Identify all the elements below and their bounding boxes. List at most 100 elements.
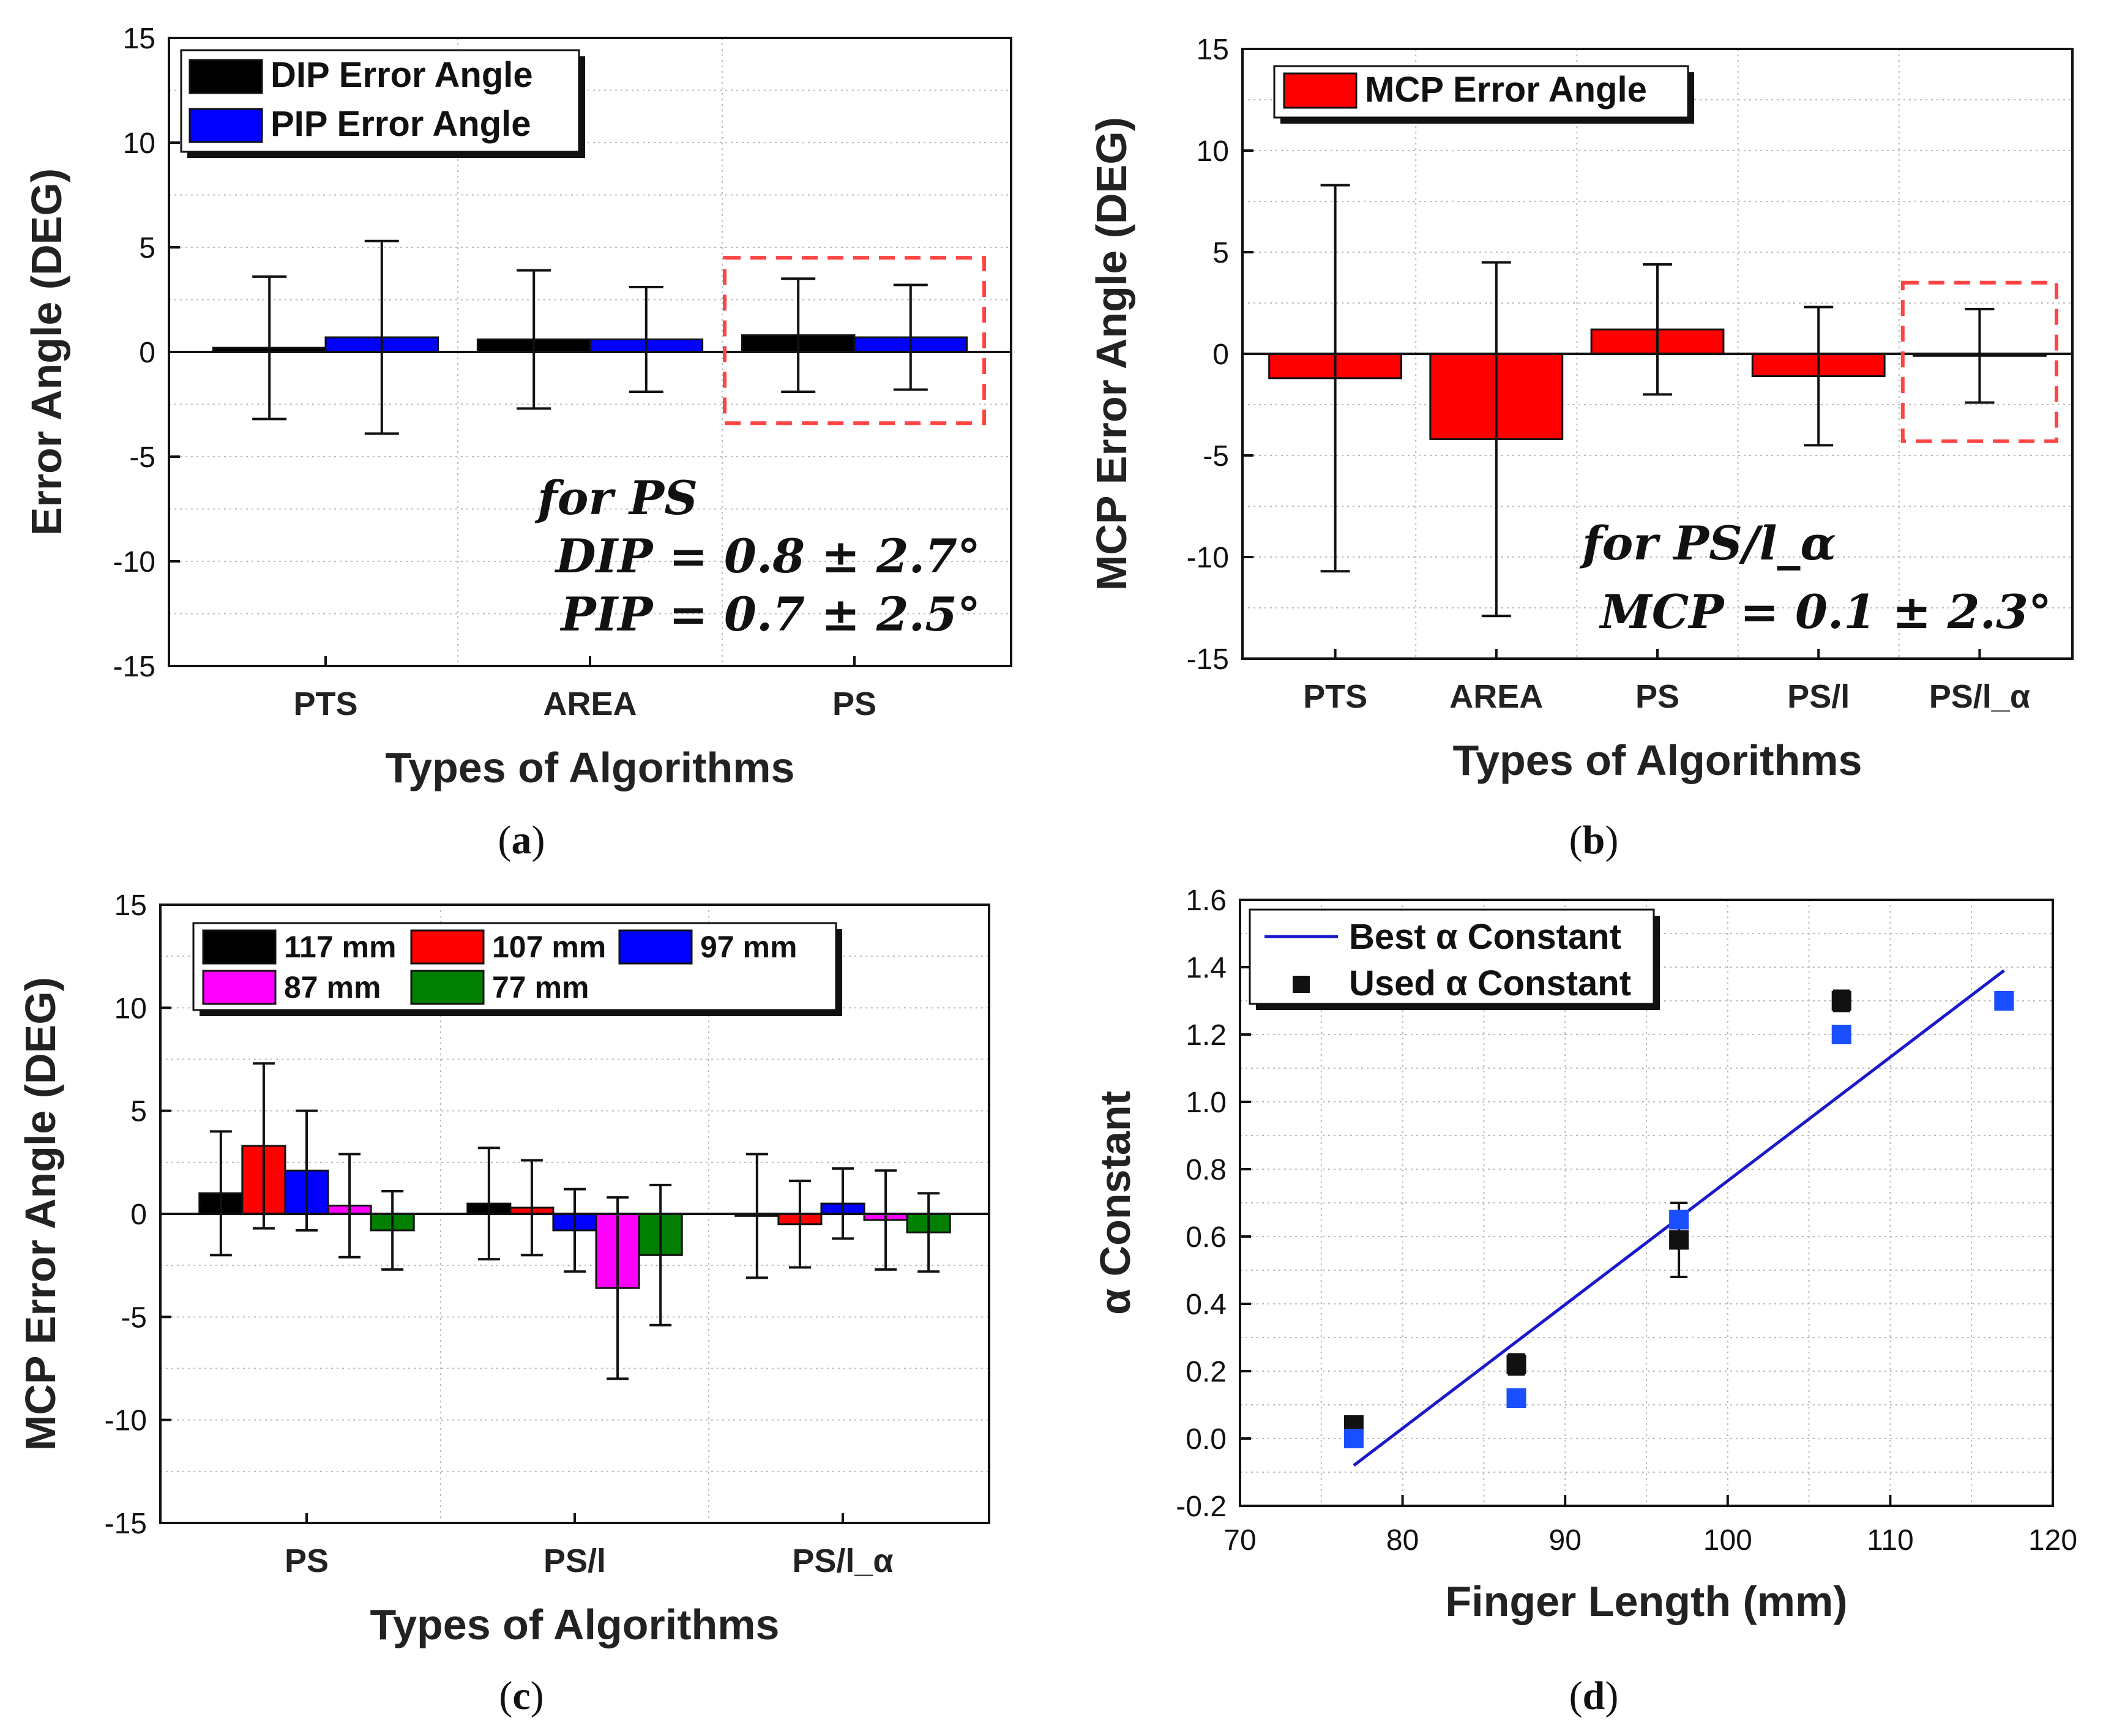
panel-label-paren-open: (: [1569, 818, 1583, 862]
panel-d-label: (d): [1569, 1674, 1619, 1718]
panel-label-paren-open: (: [498, 818, 512, 862]
panel-b-y-tick-label: 10: [1197, 135, 1229, 168]
panel-d-x-tick-label: 80: [1386, 1524, 1419, 1557]
panel-a-y-tick-label: 5: [139, 232, 155, 264]
panel-label-paren-close: ): [1605, 818, 1618, 862]
panel-a-x-axis-title: Types of Algorithms: [386, 744, 795, 791]
panel-label-letter: d: [1583, 1674, 1605, 1718]
panel-d-best-point: [1506, 1388, 1526, 1408]
panel-d-best-point: [1669, 1210, 1689, 1230]
panel-b-y-tick-label: 15: [1197, 34, 1229, 66]
panel-d-legend-label-used: Used α Constant: [1349, 963, 1631, 1003]
panel-d-y-tick-label: 0.8: [1186, 1154, 1227, 1186]
panel-a-legend-swatch-pip-error-angle: [189, 108, 263, 143]
panel-c-legend-swatch-77-mm: [410, 970, 485, 1005]
panel-label-letter: b: [1583, 818, 1605, 862]
panel-a-annotation-dip: DIP = 0.8 ± 2.7°: [555, 529, 981, 583]
panel-label-paren-close: ): [532, 818, 545, 862]
panel-label-paren-close: ): [1605, 1674, 1618, 1718]
panel-d-y-tick-label: -0.2: [1176, 1491, 1227, 1523]
panel-d-y-tick-label: 0.4: [1186, 1289, 1227, 1321]
panel-d-x-tick-label: 90: [1549, 1524, 1582, 1557]
panel-c-legend-swatch-97-mm: [618, 929, 693, 965]
panel-d-used-point: [1506, 1355, 1526, 1374]
panel-b-x-tick-label: PS: [1635, 678, 1679, 715]
panel-a-label: (a): [498, 818, 545, 862]
panel-a-annotation-title: for PS: [534, 471, 698, 525]
panel-b-highlight-box: [1900, 280, 2059, 443]
panel-c-y-tick-label: -10: [105, 1405, 147, 1437]
panel-d-y-tick-label: 1.0: [1186, 1087, 1227, 1119]
panel-d-y-tick-label: 1.2: [1186, 1019, 1227, 1052]
panel-c-legend-label-97-mm: 97 mm: [700, 930, 797, 964]
panel-b-legend-swatch-mcp-error-angle: [1283, 72, 1358, 109]
panel-c-legend-swatch-107-mm: [410, 929, 485, 965]
panel-c-y-tick-label: 0: [130, 1199, 147, 1231]
panel-label-paren-open: (: [499, 1674, 512, 1718]
panel-a-legend-label-dip-error-angle: DIP Error Angle: [271, 55, 533, 95]
panel-a-y-axis-title: Error Angle (DEG): [23, 168, 70, 536]
panel-b-legend-label-mcp-error-angle: MCP Error Angle: [1365, 70, 1647, 110]
panel-c-plot-frame: [159, 904, 990, 1524]
panel-c-x-tick-label: PS: [285, 1543, 329, 1579]
panel-b-y-tick-label: 0: [1212, 339, 1229, 371]
panel-label-letter: a: [512, 818, 532, 862]
panel-d-x-tick-label: 70: [1223, 1524, 1256, 1557]
panel-b-x-tick-label: AREA: [1449, 678, 1543, 715]
panel-b-plot-frame: [1241, 48, 2074, 660]
panel-d-x-tick-label: 110: [1867, 1524, 1914, 1557]
panel-c-x-tick-label: PS/l: [543, 1543, 606, 1579]
panel-c-y-axis-title: MCP Error Angle (DEG): [17, 977, 64, 1451]
panel-c-legend-label-117-mm: 117 mm: [284, 930, 396, 964]
panel-d-y-axis-title: α Constant: [1091, 1091, 1139, 1315]
panel-d-used-point: [1669, 1230, 1689, 1250]
panel-b-x-tick-label: PS/l: [1787, 678, 1850, 715]
panel-b-y-axis-title: MCP Error Angle (DEG): [1088, 117, 1135, 591]
panel-b-x-axis-title: Types of Algorithms: [1453, 736, 1862, 784]
panel-d-plot-frame: [1239, 899, 2054, 1507]
panel-a-y-tick-label: -5: [129, 441, 155, 474]
panel-a-y-tick-label: 0: [139, 337, 155, 369]
panel-a-y-tick-label: 10: [123, 127, 155, 160]
panel-a-x-tick-label: PTS: [293, 686, 357, 722]
panel-b-y-tick-label: -5: [1203, 440, 1229, 473]
panel-b-x-tick-label: PTS: [1303, 678, 1367, 715]
panel-b-annotation-title: for PS/l_α: [1579, 516, 1836, 571]
panel-a-legend-swatch-dip-error-angle: [189, 59, 263, 94]
panel-b-x-tick-label: PS/l_α: [1929, 678, 2030, 715]
panel-d-used-point: [1831, 991, 1851, 1011]
panel-d-best-point: [1994, 991, 2014, 1011]
panel-b-y-tick-label: -10: [1187, 542, 1229, 574]
panel-d-best-point: [1343, 1429, 1364, 1448]
panel-d-y-tick-label: 0.2: [1186, 1356, 1227, 1388]
panel-a-annotation-pip: PIP = 0.7 ± 2.5°: [560, 587, 981, 642]
panel-a-x-tick-label: AREA: [543, 686, 637, 722]
panel-c-legend-label-107-mm: 107 mm: [492, 930, 606, 964]
panel-c-y-tick-label: -5: [121, 1301, 147, 1334]
panel-d-y-tick-label: 1.4: [1186, 952, 1227, 984]
panel-label-paren-open: (: [1569, 1674, 1583, 1718]
panel-c-y-tick-label: 5: [130, 1096, 147, 1128]
panel-a-plot-frame: [168, 37, 1012, 667]
panel-c-y-tick-label: -15: [105, 1508, 147, 1540]
panel-d-x-tick-label: 120: [2028, 1524, 2077, 1557]
panel-c-legend-label-87-mm: 87 mm: [284, 970, 381, 1005]
panel-d-legend-label-best: Best α Constant: [1349, 917, 1621, 957]
panel-c-x-tick-label: PS/l_α: [792, 1543, 893, 1579]
panel-d-x-tick-label: 100: [1703, 1524, 1752, 1557]
panel-c-legend-label-77-mm: 77 mm: [492, 970, 589, 1005]
panel-c-y-tick-label: 15: [114, 889, 147, 922]
panel-label-letter: c: [512, 1674, 530, 1718]
panel-label-paren-close: ): [531, 1674, 544, 1718]
panel-a-y-tick-label: -10: [113, 546, 155, 578]
panel-a-y-tick-label: 15: [123, 23, 155, 55]
panel-d-y-tick-label: 0.0: [1186, 1423, 1227, 1456]
panel-b-y-tick-label: 5: [1212, 237, 1229, 269]
panel-a-x-tick-label: PS: [832, 686, 876, 722]
panel-c-legend-swatch-117-mm: [202, 929, 277, 965]
panel-b-label: (b): [1569, 818, 1619, 862]
panel-d-best-point: [1831, 1025, 1851, 1044]
panel-c-x-axis-title: Types of Algorithms: [370, 1601, 780, 1648]
panel-d-y-tick-label: 0.6: [1186, 1221, 1227, 1254]
